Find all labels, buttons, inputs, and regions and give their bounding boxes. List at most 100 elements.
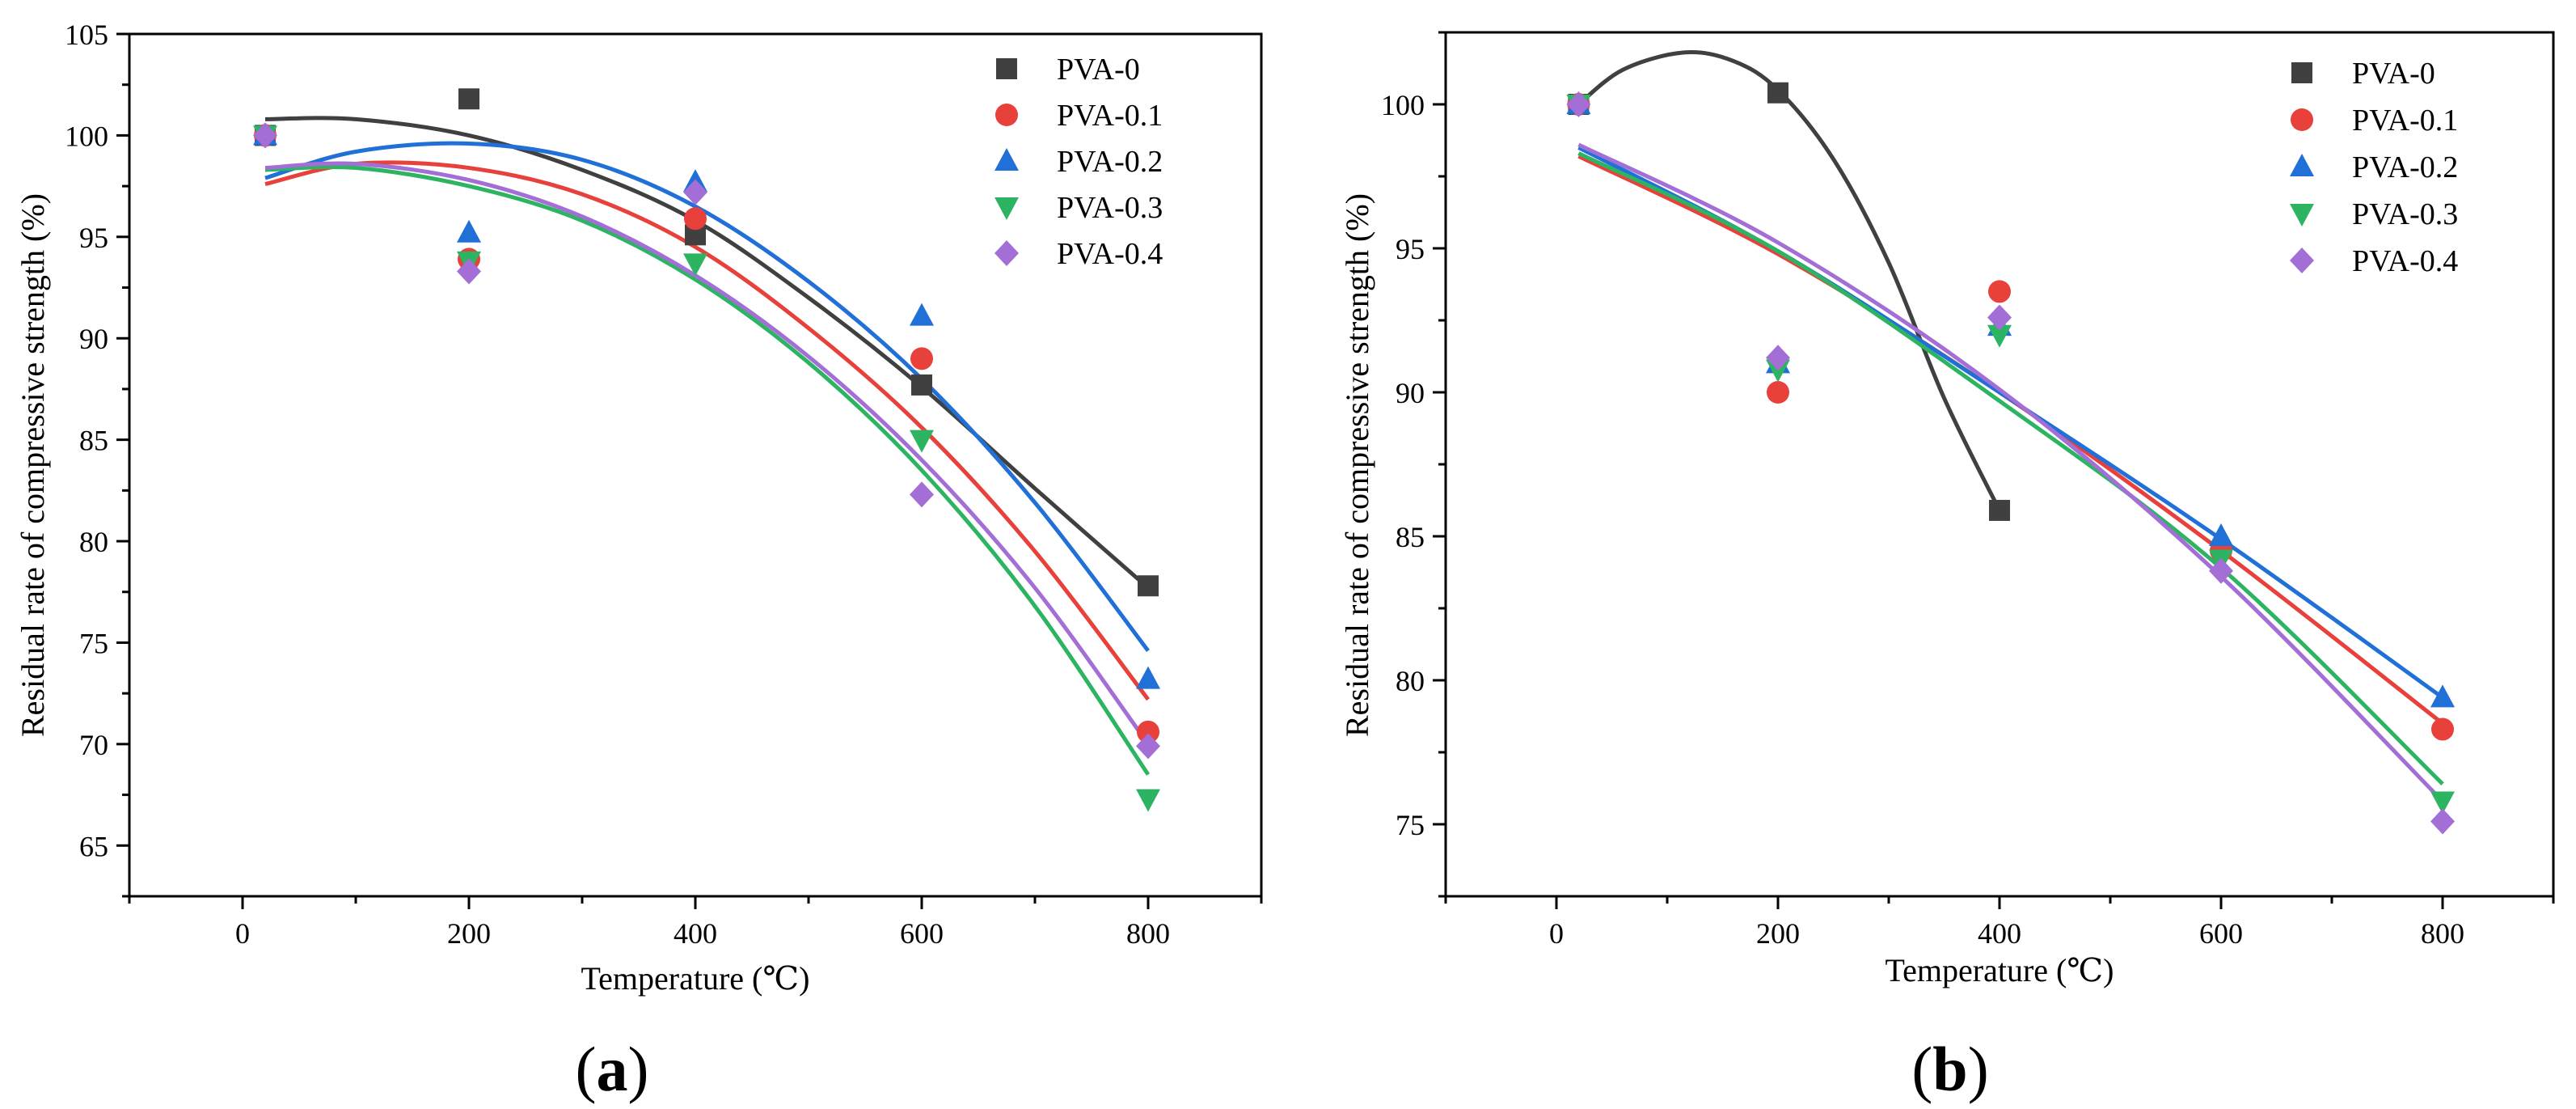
marker-pva-0-a <box>458 88 479 110</box>
fit-curve-pva-0-3-a <box>264 164 1151 776</box>
marker-pva-0-3-a <box>683 253 707 277</box>
x-tick-label-a: 600 <box>900 917 944 950</box>
x-tick-label-b: 800 <box>2421 917 2464 950</box>
legend-label-pva-0-4-b: PVA-0.4 <box>2352 244 2458 278</box>
marker-pva-0-1-b <box>1988 280 2011 303</box>
fit-curves-a <box>264 116 1151 776</box>
marker-pva-0-3-a <box>910 430 934 453</box>
x-tick-label-a: 400 <box>674 917 717 950</box>
fit-curve-pva-0-2-b <box>1577 146 2444 700</box>
panel-label-b: (b) <box>1911 1034 1988 1104</box>
marker-pva-0-2-b <box>2209 523 2233 546</box>
y-ticks-b: 75 80 85 90 95 100 <box>1381 31 1446 898</box>
marker-pva-0-1-a <box>1137 720 1159 743</box>
marker-pva-0-4-b <box>2209 557 2233 584</box>
y-axis-title-a: Residual rate of compressive strength (%… <box>15 193 51 737</box>
marker-pva-0-4-a <box>683 179 707 205</box>
legend-marker-pva-0-3-b <box>2290 204 2314 226</box>
y-tick-label-a: 70 <box>79 729 108 761</box>
marker-pva-0-3-a <box>1136 789 1160 812</box>
marker-pva-0-4-b <box>1987 304 2012 331</box>
x-tick-label-a: 800 <box>1126 917 1170 950</box>
x-axis-title-a: Temperature (℃) <box>581 960 810 997</box>
legend-marker-pva-0-4-a <box>995 240 1019 266</box>
marker-pva-0-4-a <box>457 258 481 285</box>
legend-label-pva-0-3-a: PVA-0.3 <box>1057 191 1163 225</box>
legend-marker-pva-0-1-a <box>995 104 1018 126</box>
marker-pva-0-a <box>911 374 932 396</box>
legend-label-pva-0-a: PVA-0 <box>1057 53 1140 87</box>
marker-pva-0-4-b <box>1766 345 1790 371</box>
marker-pva-0-b <box>1767 82 1788 104</box>
marker-pva-0-2-a <box>457 219 481 243</box>
legend-label-pva-0-1-a: PVA-0.1 <box>1057 99 1163 133</box>
marker-pva-0-1-b <box>2431 717 2454 741</box>
y-tick-label-b: 85 <box>1396 521 1425 553</box>
data-markers-b <box>1566 82 2455 835</box>
legend-b: PVA-0 PVA-0.1 PVA-0.2 PVA-0.3 PVA-0.4 <box>2290 57 2458 278</box>
legend-marker-pva-0-2-b <box>2290 154 2314 176</box>
y-tick-label-a: 65 <box>79 830 108 862</box>
fit-curve-pva-0-1-b <box>1577 154 2444 726</box>
fit-curve-pva-0-a <box>264 116 1150 590</box>
marker-pva-0-2-b <box>2430 684 2455 708</box>
legend-marker-pva-0-4-b <box>2290 248 2314 273</box>
marker-pva-0-a <box>1138 575 1159 597</box>
y-tick-label-a: 105 <box>65 19 108 51</box>
marker-pva-0-4-a <box>253 122 277 149</box>
y-tick-label-a: 85 <box>79 425 108 457</box>
x-tick-label-b: 0 <box>1549 917 1564 950</box>
legend-marker-pva-0-b <box>2291 62 2312 83</box>
legend-label-pva-0-2-a: PVA-0.2 <box>1057 145 1163 179</box>
x-tick-label-a: 0 <box>235 917 250 950</box>
marker-pva-0-4-b <box>1566 91 1591 117</box>
x-tick-label-b: 600 <box>2199 917 2243 950</box>
marker-pva-0-4-a <box>910 481 934 508</box>
y-ticks-a: 65 70 75 80 85 90 95 100 105 <box>65 19 129 898</box>
y-tick-label-a: 100 <box>65 120 108 152</box>
marker-pva-0-4-b <box>2430 808 2455 835</box>
fit-curve-pva-0-1-a <box>264 160 1150 701</box>
y-tick-label-a: 90 <box>79 323 108 355</box>
chart-panel-a: 0 200 400 600 800 65 70 75 80 85 90 95 100 105 PVA-0… <box>15 19 1263 1104</box>
marker-pva-0-2-a <box>1136 666 1160 689</box>
marker-pva-0-4-a <box>1136 733 1160 760</box>
x-axis-title-b: Temperature (℃) <box>1886 952 2114 988</box>
legend-marker-pva-0-2-a <box>995 148 1019 171</box>
legend-label-pva-0-1-b: PVA-0.1 <box>2352 104 2458 138</box>
y-tick-label-a: 80 <box>79 526 108 558</box>
legend-label-pva-0-2-b: PVA-0.2 <box>2352 150 2458 184</box>
marker-pva-0-3-b <box>1987 324 2012 348</box>
marker-pva-0-1-a <box>910 347 933 370</box>
y-tick-label-b: 95 <box>1396 233 1425 265</box>
fit-curve-pva-0-4-a <box>264 161 1151 746</box>
x-ticks-b: 0 200 400 600 800 <box>1444 896 2555 950</box>
fit-curve-pva-0-b <box>1577 50 2002 512</box>
x-ticks-a: 0 200 400 600 800 <box>128 896 1263 950</box>
marker-pva-0-3-b <box>1766 359 1790 383</box>
legend-a: PVA-0 PVA-0.1 PVA-0.2 PVA-0.3 PVA-0.4 <box>995 53 1163 271</box>
y-tick-label-a: 95 <box>79 222 108 254</box>
x-tick-label-a: 200 <box>447 917 491 950</box>
marker-pva-0-1-b <box>1767 381 1789 404</box>
x-tick-label-b: 400 <box>1978 917 2021 950</box>
legend-marker-pva-0-1-b <box>2291 108 2313 131</box>
y-axis-title-b: Residual rate of compressive strength (%… <box>1339 193 1375 737</box>
fit-curve-pva-0-4-b <box>1577 142 2444 803</box>
legend-label-pva-0-3-b: PVA-0.3 <box>2352 197 2458 231</box>
marker-pva-0-3-b <box>2430 791 2455 815</box>
fit-curves-b <box>1577 50 2444 803</box>
legend-marker-pva-0-a <box>996 58 1017 79</box>
legend-marker-pva-0-3-a <box>995 197 1019 220</box>
y-tick-label-b: 90 <box>1396 377 1425 409</box>
legend-label-pva-0-4-a: PVA-0.4 <box>1057 237 1163 271</box>
y-tick-label-b: 100 <box>1381 89 1425 121</box>
fit-curve-pva-0-3-b <box>1577 151 2444 785</box>
marker-pva-0-b <box>1989 499 2010 521</box>
legend-label-pva-0-b: PVA-0 <box>2352 57 2435 91</box>
y-tick-label-b: 75 <box>1396 809 1425 841</box>
data-markers-a <box>253 88 1160 812</box>
marker-pva-0-1-a <box>684 207 707 231</box>
marker-pva-0-2-a <box>910 303 934 326</box>
